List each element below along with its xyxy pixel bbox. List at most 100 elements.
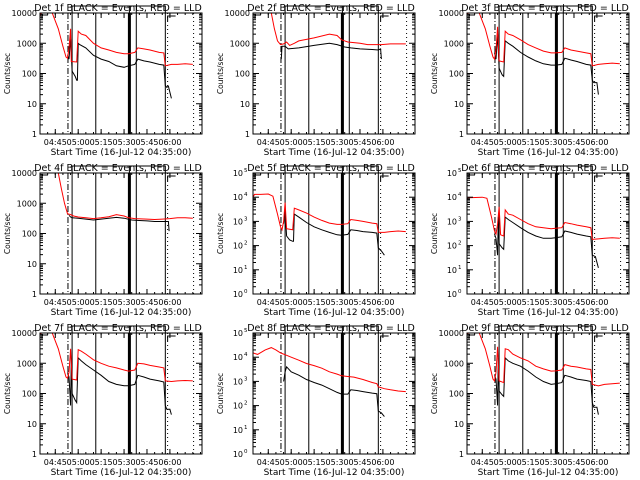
x-tick-label: 05:00 bbox=[67, 138, 90, 147]
panel-title: Det 1f BLACK = Events, RED = LLD bbox=[34, 3, 202, 14]
y-tick-label: 10 bbox=[447, 242, 457, 251]
panel-title: Det 4f BLACK = Events, RED = LLD bbox=[34, 163, 202, 174]
x-tick-label: 05:30 bbox=[540, 458, 563, 467]
y-tick-exponent: 3 bbox=[244, 376, 248, 382]
y-tick-label: 1000 bbox=[444, 359, 464, 368]
x-axis-label: Start Time (16-Jul-12 04:35:00) bbox=[51, 308, 192, 318]
y-tick-label: 10 bbox=[233, 242, 243, 251]
interval-bracket bbox=[555, 325, 593, 333]
x-axis-label: Start Time (16-Jul-12 04:35:00) bbox=[51, 468, 192, 478]
y-tick-label: 100 bbox=[22, 230, 37, 239]
interval-bracket bbox=[341, 325, 379, 333]
interval-bracket bbox=[555, 5, 593, 13]
x-tick-label: 05:00 bbox=[494, 138, 517, 147]
series-line-events bbox=[494, 216, 599, 269]
y-tick-label: 10 bbox=[454, 420, 464, 429]
plot-frame bbox=[39, 12, 203, 135]
series-line-events bbox=[67, 38, 172, 99]
interval-bracket bbox=[341, 165, 379, 173]
x-tick-label: 05:00 bbox=[280, 458, 303, 467]
x-tick-label: 05:00 bbox=[280, 298, 303, 307]
x-axis-label: Start Time (16-Jul-12 04:35:00) bbox=[478, 148, 619, 158]
y-tick-label: 1000 bbox=[17, 39, 37, 48]
plot-frame bbox=[252, 12, 416, 135]
x-axis-label: Start Time (16-Jul-12 04:35:00) bbox=[264, 148, 405, 158]
y-tick-exponent: 5 bbox=[244, 328, 248, 334]
y-tick-label: 10 bbox=[233, 217, 243, 226]
plot-frame bbox=[39, 332, 203, 455]
panel-title: Det 6f BLACK = Events, RED = LLD bbox=[461, 163, 629, 174]
series-line-events bbox=[283, 365, 385, 417]
x-tick-label: 04:45 bbox=[44, 138, 67, 147]
x-tick-label: 05:30 bbox=[113, 298, 136, 307]
panel-det-3f: 1 10 100 1000 10000 04:45 05:00 05:15 05:30 05:45… bbox=[430, 3, 630, 158]
panel-det-2f: 1 10 100 1000 10000 04:45 05:00 05:15 05:30 05:45… bbox=[216, 3, 416, 158]
interval-bracket bbox=[71, 325, 137, 333]
x-tick-label: 04:45 bbox=[44, 298, 67, 307]
x-tick-label: 05:00 bbox=[67, 458, 90, 467]
y-tick-label: 10000 bbox=[12, 329, 37, 338]
interval-bracket bbox=[128, 165, 166, 173]
x-tick-label: 05:30 bbox=[113, 458, 136, 467]
y-tick-label: 10 bbox=[454, 100, 464, 109]
x-tick-label: 05:15 bbox=[90, 138, 113, 147]
x-axis-label: Start Time (16-Jul-12 04:35:00) bbox=[478, 308, 619, 318]
y-tick-label: 1 bbox=[459, 130, 464, 139]
x-tick-label: 05:30 bbox=[326, 458, 349, 467]
y-tick-label: 10 bbox=[447, 290, 457, 299]
corner-bracket bbox=[167, 175, 176, 181]
y-tick-exponent: 3 bbox=[458, 216, 462, 222]
corner-bracket bbox=[167, 15, 176, 21]
y-tick-label: 1 bbox=[32, 130, 37, 139]
y-tick-label: 10 bbox=[233, 290, 243, 299]
y-tick-label: 10 bbox=[233, 193, 243, 202]
plot-frame bbox=[252, 172, 416, 295]
interval-bracket bbox=[498, 325, 564, 333]
y-tick-exponent: 1 bbox=[458, 265, 462, 271]
series-line-lld bbox=[253, 193, 406, 233]
y-axis-label: Counts/sec bbox=[430, 213, 439, 254]
x-tick-label: 06:00 bbox=[585, 138, 608, 147]
x-tick-label: 05:15 bbox=[303, 458, 326, 467]
x-tick-label: 05:45 bbox=[135, 458, 158, 467]
series-line-lld bbox=[57, 173, 193, 221]
y-tick-exponent: 1 bbox=[244, 265, 248, 271]
y-axis-label: Counts/sec bbox=[3, 213, 12, 254]
x-tick-label: 05:15 bbox=[517, 298, 540, 307]
x-axis-label: Start Time (16-Jul-12 04:35:00) bbox=[264, 308, 405, 318]
y-tick-label: 1 bbox=[459, 450, 464, 459]
y-tick-label: 10 bbox=[447, 193, 457, 202]
corner-bracket bbox=[380, 335, 389, 341]
y-tick-label: 10 bbox=[240, 100, 250, 109]
x-tick-label: 05:30 bbox=[326, 138, 349, 147]
y-tick-label: 10 bbox=[233, 266, 243, 275]
x-tick-label: 06:00 bbox=[158, 298, 181, 307]
plot-frame bbox=[39, 172, 203, 295]
corner-bracket bbox=[594, 175, 603, 181]
x-tick-label: 05:15 bbox=[517, 458, 540, 467]
x-axis-label: Start Time (16-Jul-12 04:35:00) bbox=[51, 148, 192, 158]
y-tick-exponent: 5 bbox=[458, 168, 462, 174]
x-tick-label: 05:45 bbox=[348, 458, 371, 467]
x-tick-label: 04:45 bbox=[471, 298, 494, 307]
x-tick-label: 05:15 bbox=[90, 298, 113, 307]
plot-frame bbox=[466, 332, 630, 455]
y-tick-label: 10 bbox=[233, 353, 243, 362]
x-tick-label: 04:45 bbox=[257, 138, 280, 147]
y-axis-label: Counts/sec bbox=[430, 373, 439, 414]
panel-title: Det 7f BLACK = Events, RED = LLD bbox=[34, 323, 202, 334]
x-tick-label: 05:45 bbox=[135, 138, 158, 147]
interval-bracket bbox=[71, 165, 137, 173]
x-axis-label: Start Time (16-Jul-12 04:35:00) bbox=[264, 468, 405, 478]
y-tick-label: 1000 bbox=[17, 199, 37, 208]
interval-bracket bbox=[71, 5, 137, 13]
series-line-lld bbox=[467, 13, 620, 67]
x-tick-label: 06:00 bbox=[585, 298, 608, 307]
interval-bracket bbox=[284, 5, 350, 13]
y-tick-label: 1 bbox=[32, 450, 37, 459]
y-tick-label: 10 bbox=[233, 377, 243, 386]
x-tick-label: 05:45 bbox=[135, 298, 158, 307]
